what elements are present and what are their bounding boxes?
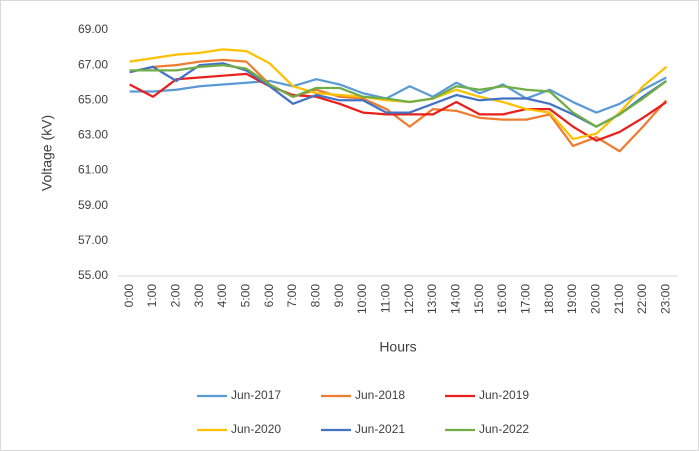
- x-tick-label: 5:00: [239, 284, 253, 308]
- y-tick-label: 59.00: [78, 198, 108, 212]
- x-tick-label: 6:00: [262, 284, 276, 308]
- x-tick-label: 1:00: [145, 284, 159, 308]
- x-tick-label: 10:00: [355, 284, 369, 314]
- x-tick-label: 22:00: [635, 284, 649, 314]
- x-tick-label: 4:00: [215, 284, 229, 308]
- x-tick-label: 7:00: [285, 284, 299, 308]
- legend-label: Jun-2017: [231, 388, 281, 402]
- x-tick-label: 20:00: [589, 284, 603, 314]
- y-tick-label: 57.00: [78, 233, 108, 247]
- line-series: [129, 58, 668, 153]
- y-tick-label: 67.00: [78, 57, 108, 71]
- y-tick-label: 61.00: [78, 163, 108, 177]
- x-tick-label: 15:00: [472, 284, 486, 314]
- legend-label: Jun-2022: [479, 422, 529, 436]
- x-tick-label: 12:00: [402, 284, 416, 314]
- x-tick-label: 8:00: [309, 284, 323, 308]
- y-axis-title: Voltage (kV): [39, 115, 55, 191]
- y-tick-label: 63.00: [78, 128, 108, 142]
- x-tick-label: 19:00: [565, 284, 579, 314]
- y-tick-label: 69.00: [78, 22, 108, 36]
- x-tick-label: 2:00: [169, 284, 183, 308]
- x-tick-label: 9:00: [332, 284, 346, 308]
- legend-label: Jun-2018: [355, 388, 405, 402]
- x-tick-label: 11:00: [379, 284, 393, 313]
- x-tick-label: 23:00: [659, 284, 673, 314]
- line-series: [129, 72, 667, 142]
- line-series: [129, 62, 667, 128]
- line-series: [129, 76, 667, 114]
- legend-label: Jun-2020: [231, 422, 281, 436]
- x-tick-label: 14:00: [449, 284, 463, 314]
- x-axis-title: Hours: [379, 339, 416, 355]
- x-tick-label: 16:00: [495, 284, 509, 314]
- x-tick-label: 18:00: [542, 284, 556, 314]
- x-tick-label: 0:00: [122, 284, 136, 308]
- y-tick-label: 55.00: [78, 268, 108, 282]
- x-tick-label: 3:00: [192, 284, 206, 308]
- legend-label: Jun-2021: [355, 422, 405, 436]
- y-tick-label: 65.00: [78, 92, 108, 106]
- x-tick-label: 17:00: [519, 284, 533, 314]
- x-tick-label: 21:00: [612, 284, 626, 314]
- legend-label: Jun-2019: [479, 388, 529, 402]
- x-tick-label: 13:00: [425, 284, 439, 314]
- line-series: [129, 64, 668, 128]
